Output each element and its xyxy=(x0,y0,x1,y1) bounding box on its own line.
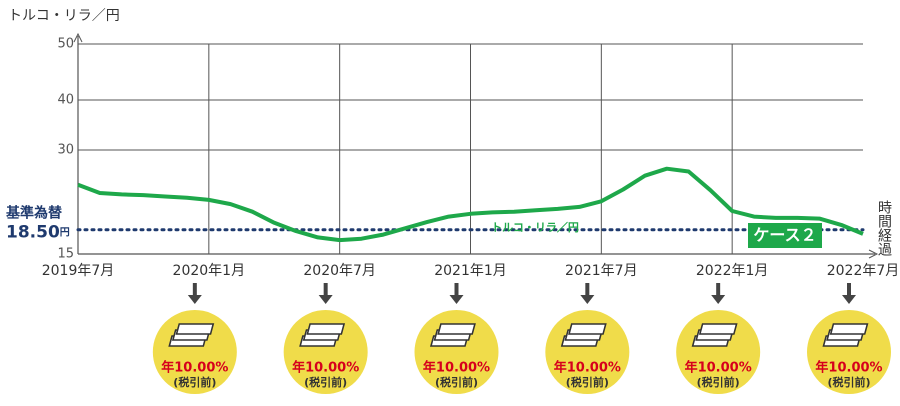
money-bill xyxy=(698,323,738,335)
x-tick-label: 2022年1月 xyxy=(696,263,769,279)
arrow-head xyxy=(711,295,726,304)
money-bill xyxy=(175,323,215,335)
money-icon xyxy=(299,323,346,347)
case-badge xyxy=(748,223,822,248)
y-tick-label: 50 xyxy=(57,37,74,52)
reference-label: 基準為替 xyxy=(6,205,63,222)
money-icon xyxy=(168,323,215,347)
money-icon xyxy=(691,323,738,347)
money-bill xyxy=(568,323,607,335)
payout-note: (税引前) xyxy=(697,375,740,389)
payout-note: (税引前) xyxy=(173,375,216,389)
money-bill xyxy=(306,323,346,335)
money-bill xyxy=(437,323,476,335)
x-tick-label: 2022年7月 xyxy=(827,263,900,279)
x-tick-label: 2021年7月 xyxy=(565,263,638,279)
arrow-head xyxy=(318,295,333,304)
arrow-head xyxy=(580,295,595,304)
payout-rate: 年10.00% xyxy=(815,360,882,376)
payout-circle xyxy=(676,310,761,394)
payout-circle xyxy=(152,310,237,394)
payout-rate: 年10.00% xyxy=(554,360,621,376)
payout-circle xyxy=(414,310,499,394)
payout-note: (税引前) xyxy=(566,375,609,389)
arrow-head xyxy=(187,295,202,304)
case-label: ケース２ xyxy=(753,226,816,245)
payout-note: (税引前) xyxy=(435,375,478,389)
money-icon xyxy=(822,323,869,347)
y-tick-label: 30 xyxy=(57,143,74,158)
reference-value: 18.50円 xyxy=(6,223,70,243)
y-axis-label: トルコ・リラ／円 xyxy=(8,8,120,24)
payout-rate: 年10.00% xyxy=(292,360,359,376)
payout-note: (税引前) xyxy=(827,375,870,389)
payout-circle xyxy=(283,310,368,394)
y-axis-arrow xyxy=(73,32,83,43)
payout-rate: 年10.00% xyxy=(161,360,228,376)
money-bill xyxy=(829,323,869,335)
x-tick-label: 2021年1月 xyxy=(434,263,507,279)
y-tick-label: 40 xyxy=(57,93,74,108)
x-tick-label: 2020年1月 xyxy=(173,263,246,279)
arrow-head xyxy=(842,295,856,304)
money-icon xyxy=(429,323,476,347)
reference-unit: 円 xyxy=(60,227,70,239)
payout-note: (税引前) xyxy=(304,375,347,389)
x-axis-arrow xyxy=(868,249,879,259)
x-axis-label: 時間経過 xyxy=(876,200,892,257)
y-tick-label: 15 xyxy=(57,247,74,262)
payout-circle xyxy=(545,310,630,394)
payout-circle xyxy=(807,310,891,394)
legend-label: トルコ・リラ／円 xyxy=(491,221,579,234)
series-line xyxy=(77,166,864,243)
arrow-head xyxy=(449,295,464,304)
x-tick-label: 2020年7月 xyxy=(303,263,376,279)
x-tick-label: 2019年7月 xyxy=(42,263,115,279)
payout-rate: 年10.00% xyxy=(685,360,752,376)
payout-rate: 年10.00% xyxy=(423,360,490,376)
reference-value-number: 18.50 xyxy=(6,223,60,243)
money-icon xyxy=(560,323,607,347)
